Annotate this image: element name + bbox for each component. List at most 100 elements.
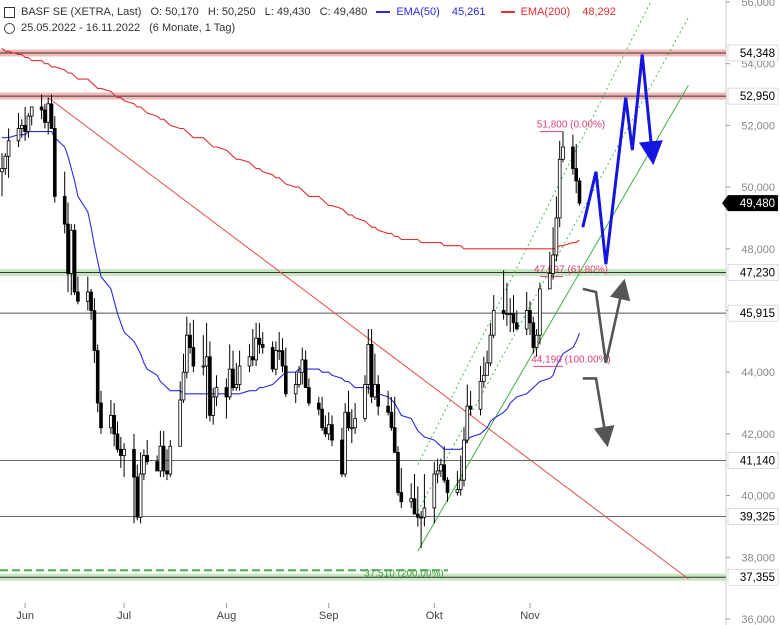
x-tick-label: Okt <box>426 610 443 622</box>
candle-down <box>191 347 196 367</box>
clock-icon <box>4 22 15 34</box>
level-tag-box <box>727 568 779 586</box>
ema50-line <box>2 131 581 450</box>
y-tick-label: 52,000 <box>741 120 775 132</box>
candle-down <box>208 356 212 416</box>
candle-down <box>445 479 450 493</box>
candle-down <box>72 229 77 293</box>
candle-down <box>399 492 404 503</box>
candle-up <box>524 310 529 330</box>
trendline-channel-upper <box>417 0 653 465</box>
candle-down <box>53 128 57 197</box>
candle-up <box>0 168 4 173</box>
candle-down <box>442 464 446 481</box>
candle-up <box>343 411 347 475</box>
candle-down <box>396 452 400 493</box>
candle-up <box>3 155 8 169</box>
candle-up <box>237 365 242 385</box>
candle-down <box>511 313 516 324</box>
candle-up <box>234 384 239 389</box>
ema200-line <box>1 47 580 250</box>
ema200-legend-line <box>500 11 515 14</box>
fib-label: 37,510 (200.00%) <box>364 568 444 579</box>
candle-down <box>389 411 394 429</box>
candle-down <box>531 322 536 348</box>
candle-down <box>270 347 275 370</box>
candle-down <box>115 433 120 450</box>
candle-down <box>112 414 117 435</box>
candle-up <box>297 371 301 385</box>
candle-up <box>366 344 371 385</box>
forecast-blue-arrow <box>581 54 663 265</box>
y-tick-label: 42,000 <box>741 429 775 441</box>
period-label: 25.05.2022 - 16.11.2022 <box>21 22 141 34</box>
forecast-gray-down-arrow <box>582 377 615 448</box>
candle-up <box>181 371 186 401</box>
candle-down <box>99 402 103 429</box>
y-tick-label: 40,000 <box>741 491 775 503</box>
candle-up <box>227 368 232 398</box>
candle-up <box>69 229 74 274</box>
candle-up <box>138 473 143 518</box>
level-tag-box <box>727 508 779 525</box>
level-tag-label: 37,355 <box>740 572 775 584</box>
candle-down <box>340 439 344 475</box>
symbol-label: BASF SE (XETRA, Last) <box>21 6 142 18</box>
candle-down <box>574 168 578 182</box>
candle-up <box>300 359 305 373</box>
candlesticks <box>0 94 582 549</box>
candle-up <box>247 356 252 367</box>
level-tag-label: 41,140 <box>740 455 775 467</box>
trendline-uptrend <box>417 85 689 552</box>
last-price-tag <box>722 195 778 212</box>
candle-up <box>554 217 559 256</box>
level-tag-label: 47,230 <box>740 268 775 280</box>
y-tick-label: 44,000 <box>741 367 775 379</box>
x-tick-label: Aug <box>217 610 237 622</box>
candle-up <box>561 146 565 160</box>
candle-down <box>501 310 506 314</box>
candle-down <box>412 498 417 515</box>
candle-down <box>165 470 169 475</box>
level-tag-box <box>727 452 779 469</box>
chart-header-line1: BASF SE (XETRA, Last) O: 50,170 H: 50,25… <box>4 6 628 18</box>
candle-up <box>86 291 90 302</box>
candle-up <box>439 464 443 472</box>
candle-down <box>316 402 321 410</box>
candle-up <box>409 498 413 503</box>
candle-up <box>458 479 463 490</box>
ema200-label: EMA(200) <box>520 6 571 18</box>
fib-label: 44,190 (100.00%) <box>531 354 611 365</box>
level-tag-box <box>727 87 779 105</box>
candle-up <box>204 356 209 367</box>
candle-down <box>392 427 397 453</box>
candle-up <box>548 273 552 290</box>
x-tick-label: Jun <box>16 610 34 622</box>
candle-up <box>478 381 483 410</box>
ema50-legend-line <box>376 11 391 14</box>
y-tick-label: 48,000 <box>741 244 775 256</box>
fib-label: 51,800 (0.00%) <box>537 120 605 131</box>
x-tick-label: Nov <box>520 610 540 622</box>
candlestick-icon <box>4 6 15 18</box>
candle-up <box>462 439 466 481</box>
candle-down <box>528 310 532 324</box>
candle-up <box>254 337 258 361</box>
x-tick-label: Sep <box>319 610 339 622</box>
candle-down <box>320 408 324 429</box>
candle-up <box>178 399 183 447</box>
x-tick-label: Jul <box>117 610 131 622</box>
last-price-label: 49,480 <box>740 198 775 210</box>
candle-up <box>422 507 427 518</box>
candle-down <box>92 310 97 352</box>
candle-up <box>485 362 489 376</box>
level-tag-label: 45,915 <box>740 308 775 320</box>
candle-down <box>95 350 100 404</box>
candle-down <box>231 368 235 389</box>
candle-down <box>132 448 136 478</box>
range-note: (6 Monate, 1 Tag) <box>149 22 236 34</box>
y-tick-label: 50,000 <box>741 182 775 194</box>
candle-up <box>373 384 377 398</box>
candle-up <box>491 310 496 336</box>
